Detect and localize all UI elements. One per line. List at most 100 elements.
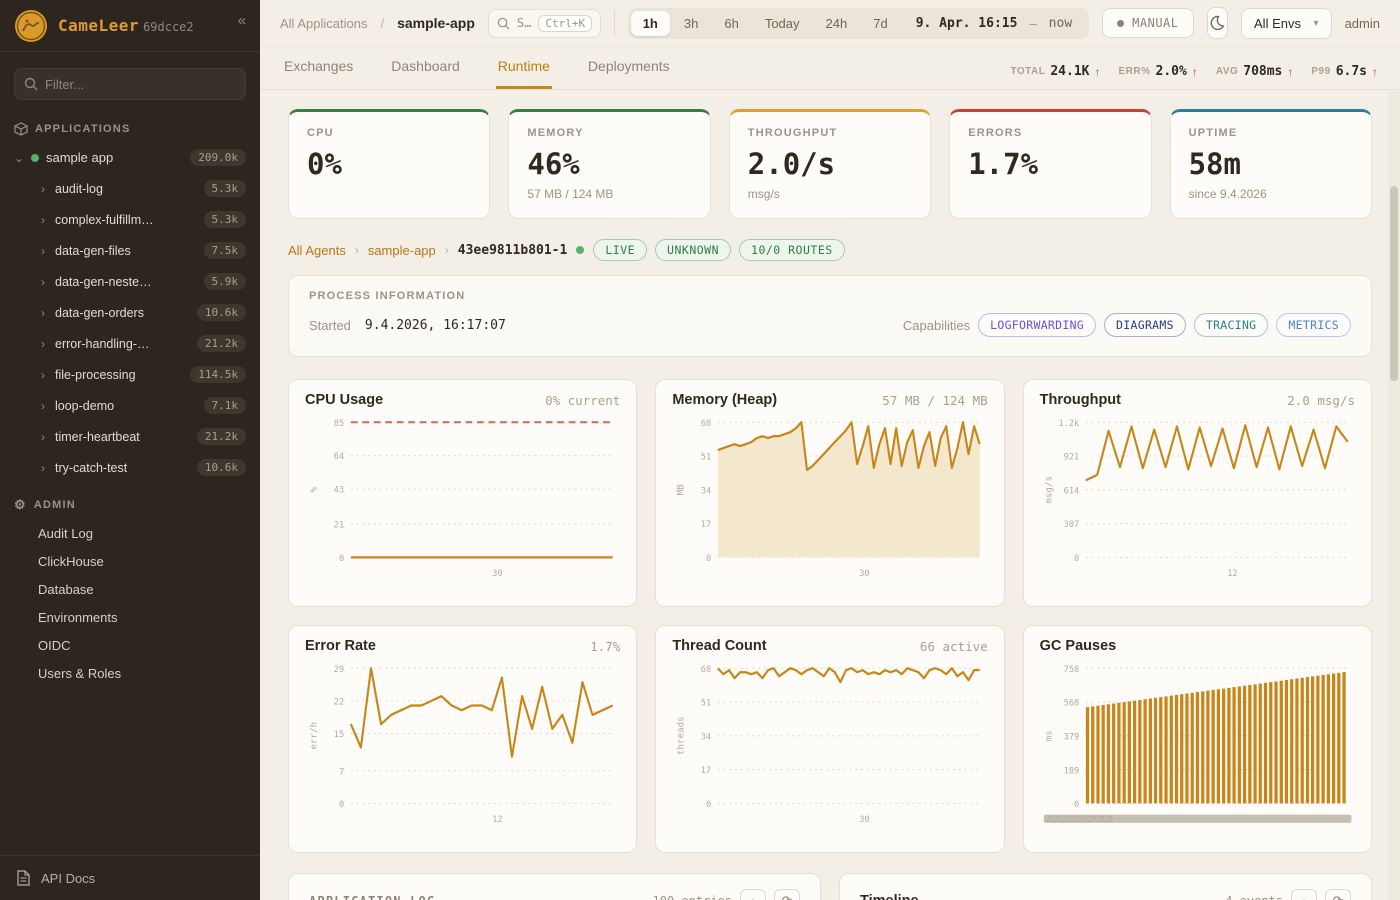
logged-in-user[interactable]: admin <box>1344 15 1380 31</box>
agent-id: 43ee9811b801-1 <box>457 242 568 258</box>
agent-app-link[interactable]: sample-app <box>367 242 436 258</box>
time-from-value[interactable]: 9. Apr. 16:15 <box>915 15 1018 31</box>
chevron-right-icon: › <box>41 398 45 413</box>
breadcrumb-all-applications[interactable]: All Applications <box>280 15 368 31</box>
admin-item-clickhouse[interactable]: ClickHouse <box>38 554 104 569</box>
sidebar-route-data-gen-neste[interactable]: › data-gen-neste… 5.9k <box>0 266 260 297</box>
svg-text:msg/s: msg/s <box>1044 476 1054 504</box>
route-name: data-gen-orders <box>55 305 144 320</box>
svg-text:17: 17 <box>701 766 711 776</box>
chart-plot: 0 17 34 51 68 MB 30 <box>677 419 982 579</box>
agent-breadcrumb: All Agents › sample-app › 43ee9811b801-1… <box>288 239 1372 261</box>
agent-badge-live: LIVE <box>593 239 648 261</box>
kpi-avg: AVG 708ms ↑ <box>1216 64 1294 79</box>
breadcrumb-current-app: sample-app <box>397 15 475 31</box>
chart-title: Error Rate <box>305 638 376 654</box>
applications-section-label: APPLICATIONS <box>35 123 131 135</box>
chart-plot: 0 307 614 921 1.2k msg/s 12 <box>1044 419 1349 579</box>
sidebar-route-data-gen-orders[interactable]: › data-gen-orders 10.6k <box>0 297 260 328</box>
global-search[interactable]: S… Ctrl+K <box>487 8 602 38</box>
tabs: Exchanges Dashboard Runtime Deployments <box>282 48 706 89</box>
count-badge: 7.5k <box>203 242 246 259</box>
kpi-value: 2.0% <box>1155 64 1187 79</box>
refresh-icon[interactable]: ⟳ <box>1325 889 1351 900</box>
route-name: file-processing <box>55 367 136 382</box>
chevron-down-icon: ▾ <box>1313 17 1319 29</box>
sidebar-collapse-button[interactable]: « <box>237 12 246 29</box>
tab-dashboard[interactable]: Dashboard <box>391 58 460 74</box>
gear-icon: ⚙ <box>14 497 27 512</box>
svg-text:68: 68 <box>701 419 711 429</box>
refresh-icon[interactable]: ⟳ <box>774 889 800 900</box>
admin-item-database[interactable]: Database <box>38 582 94 597</box>
dark-mode-toggle[interactable] <box>1206 7 1229 39</box>
svg-text:921: 921 <box>1063 452 1079 462</box>
capabilities-label: Capabilities <box>902 317 971 333</box>
route-name: data-gen-files <box>55 243 131 258</box>
started-value: 9.4.2026, 16:17:07 <box>364 317 506 333</box>
chart-current-value: 2.0 msg/s <box>1287 392 1355 408</box>
download-icon[interactable]: ↓ <box>1291 889 1317 900</box>
agents-link[interactable]: All Agents <box>288 242 346 258</box>
tab-deployments[interactable]: Deployments <box>587 58 670 74</box>
svg-text:85: 85 <box>334 419 344 429</box>
stat-value: 0% <box>307 147 342 181</box>
chevron-right-icon: › <box>41 367 45 382</box>
refresh-mode-manual-button[interactable]: MANUAL <box>1102 8 1194 38</box>
sidebar-route-timer-heartbeat[interactable]: › timer-heartbeat 21.2k <box>0 421 260 452</box>
chart-plot: 0 17 34 51 68 threads 30 <box>677 665 981 825</box>
stat-value: 46% <box>527 147 580 181</box>
sidebar-route-try-catch-test[interactable]: › try-catch-test 10.6k <box>0 452 260 483</box>
download-icon[interactable]: ↓ <box>740 889 766 900</box>
header-divider <box>614 10 615 36</box>
svg-text:ms: ms <box>1044 730 1054 741</box>
applications-tree: ⌄ sample app 209.0k › audit-log 5.3k › c… <box>0 142 260 483</box>
scrollbar-track[interactable] <box>1388 91 1400 900</box>
count-badge: 21.2k <box>196 335 246 352</box>
admin-item-users-roles[interactable]: Users & Roles <box>38 666 122 681</box>
admin-item-audit-log[interactable]: Audit Log <box>38 526 93 541</box>
stat-label: ERRORS <box>968 127 1023 139</box>
trend-up-icon: ↑ <box>1287 64 1294 79</box>
chart-plot: 0 21 43 64 85% 30 <box>310 419 613 579</box>
chevron-right-icon: › <box>354 243 359 257</box>
time-range-7d[interactable]: 7d <box>873 15 888 31</box>
svg-text:1.2k: 1.2k <box>1058 419 1079 429</box>
app-title: CameLeer 69dcce2 <box>58 16 194 36</box>
svg-text:30: 30 <box>860 569 870 579</box>
sidebar-route-data-gen-files[interactable]: › data-gen-files 7.5k <box>0 235 260 266</box>
tab-exchanges[interactable]: Exchanges <box>284 58 354 74</box>
time-range-today[interactable]: Today <box>764 15 800 31</box>
admin-item-oidc[interactable]: OIDC <box>38 638 71 653</box>
tab-runtime[interactable]: Runtime <box>495 48 552 89</box>
sidebar-route-complex-fulfillm[interactable]: › complex-fulfillm… 5.3k <box>0 204 260 235</box>
time-range-6h[interactable]: 6h <box>724 15 739 31</box>
chart-card-throughput: Throughput 2.0 msg/s 0 307 614 921 1.2k msg/s… <box>1022 379 1372 607</box>
kpi-value: 24.1K <box>1050 64 1090 79</box>
sidebar-app-sample-app[interactable]: ⌄ sample app 209.0k <box>0 142 260 173</box>
count-badge: 10.6k <box>196 304 246 321</box>
time-range-3h[interactable]: 3h <box>683 15 699 31</box>
svg-text:0: 0 <box>706 554 711 564</box>
app-name: sample app <box>46 150 114 165</box>
admin-list: Audit Log ClickHouse Database Environments O… <box>0 519 260 687</box>
charts-grid: CPU Usage 0% current 0 21 43 64 85% 30 Memory… <box>288 379 1372 853</box>
time-range-1h[interactable]: 1h <box>630 10 670 36</box>
chevron-right-icon: › <box>41 336 45 351</box>
trend-up-icon: ↑ <box>1191 64 1198 79</box>
admin-item-environments[interactable]: Environments <box>38 610 118 625</box>
environment-select[interactable]: All Envs ▾ <box>1241 7 1332 39</box>
process-information-title: PROCESS INFORMATION <box>309 290 466 302</box>
timeline-count: 4 events <box>1225 894 1283 900</box>
filter-input[interactable] <box>14 68 246 100</box>
sidebar-route-error-handling[interactable]: › error-handling-… 21.2k <box>0 328 260 359</box>
count-badge: 209.0k <box>190 149 246 166</box>
sidebar-route-loop-demo[interactable]: › loop-demo 7.1k <box>0 390 260 421</box>
sidebar-route-file-processing[interactable]: › file-processing 114.5k <box>0 359 260 390</box>
sidebar-route-audit-log[interactable]: › audit-log 5.3k <box>0 173 260 204</box>
scrollbar-thumb[interactable] <box>1390 186 1398 381</box>
api-docs-link[interactable]: API Docs <box>0 855 260 900</box>
svg-text:7: 7 <box>339 767 344 777</box>
time-to-value[interactable]: now <box>1048 15 1073 31</box>
time-range-24h[interactable]: 24h <box>825 15 848 31</box>
